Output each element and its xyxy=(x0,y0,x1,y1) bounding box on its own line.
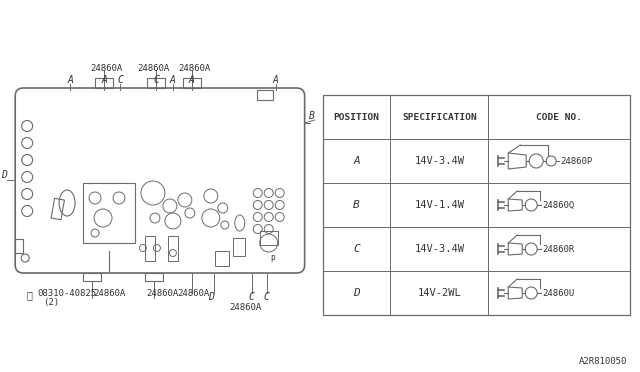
Text: D: D xyxy=(353,288,360,298)
Text: C: C xyxy=(264,292,269,302)
Bar xyxy=(83,183,135,243)
Bar xyxy=(183,78,201,88)
Bar xyxy=(323,95,630,315)
Text: 24860A: 24860A xyxy=(93,289,125,298)
Text: A: A xyxy=(353,156,360,166)
Text: POSITION: POSITION xyxy=(333,112,380,122)
Text: A: A xyxy=(170,75,176,85)
Bar xyxy=(95,78,113,88)
Bar xyxy=(145,273,163,281)
Text: C: C xyxy=(353,244,360,254)
Text: (2): (2) xyxy=(43,298,60,308)
Text: CODE NO.: CODE NO. xyxy=(536,112,582,122)
Text: 24860A: 24860A xyxy=(146,289,178,298)
Text: B: B xyxy=(308,111,314,121)
Bar xyxy=(168,236,178,261)
Bar xyxy=(233,238,244,256)
Text: 14V-1.4W: 14V-1.4W xyxy=(414,200,465,210)
Text: C: C xyxy=(117,75,123,85)
Text: D: D xyxy=(208,292,214,302)
Text: 24860R: 24860R xyxy=(542,244,575,253)
Text: D: D xyxy=(1,170,7,180)
Text: C: C xyxy=(153,75,159,85)
Text: A: A xyxy=(273,75,278,85)
Text: 24860A: 24860A xyxy=(137,64,169,73)
Text: B: B xyxy=(353,200,360,210)
Text: p: p xyxy=(270,253,275,263)
Text: 14V-3.4W: 14V-3.4W xyxy=(414,244,465,254)
Text: 24860Q: 24860Q xyxy=(542,201,575,209)
Text: C: C xyxy=(249,292,255,302)
Bar xyxy=(15,239,23,253)
Text: A2R810050: A2R810050 xyxy=(579,357,627,366)
Text: 24860A: 24860A xyxy=(230,302,262,311)
Bar xyxy=(145,236,155,261)
Text: A: A xyxy=(101,75,107,85)
Bar xyxy=(215,251,228,266)
Bar xyxy=(257,90,273,100)
Bar xyxy=(83,273,101,281)
Bar xyxy=(51,198,65,220)
Text: 14V-3.4W: 14V-3.4W xyxy=(414,156,465,166)
Text: SPECIFICATION: SPECIFICATION xyxy=(402,112,477,122)
Text: 08310-40825: 08310-40825 xyxy=(37,289,96,298)
Text: Ⓢ: Ⓢ xyxy=(26,290,32,300)
Text: 24860P: 24860P xyxy=(560,157,593,166)
Text: 24860A: 24860A xyxy=(178,64,210,73)
Text: 14V-2WL: 14V-2WL xyxy=(417,288,461,298)
Bar xyxy=(147,78,165,88)
Text: 24860A: 24860A xyxy=(90,64,122,73)
Text: A: A xyxy=(189,75,195,85)
Text: 24860U: 24860U xyxy=(542,289,575,298)
Bar xyxy=(260,231,278,245)
Text: A: A xyxy=(67,75,73,85)
Text: 24860A: 24860A xyxy=(177,289,209,298)
